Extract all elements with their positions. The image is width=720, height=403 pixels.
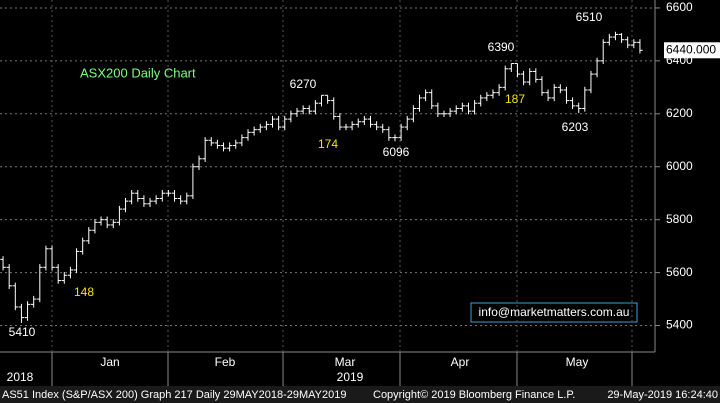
y-tick-label: 5600: [666, 265, 693, 279]
chart-title: ASX200 Daily Chart: [80, 65, 196, 80]
y-tick-label: 5400: [666, 318, 693, 332]
footer-bar: [0, 386, 720, 403]
x-tick-label: Mar: [335, 355, 356, 369]
last-price-box: [664, 42, 720, 59]
footer-text: AS51 Index (S&P/ASX 200) Graph 217 Daily…: [2, 389, 346, 401]
annotation: 6270: [290, 77, 317, 91]
annotation: 6390: [488, 40, 515, 54]
annotation: 6510: [576, 10, 603, 24]
x-tick-label: Jan: [100, 355, 119, 369]
year-label: 2018: [7, 370, 34, 384]
watermark-box: [470, 302, 638, 323]
annotation: 6203: [562, 120, 589, 134]
x-tick-label: May: [566, 355, 589, 369]
annotation: 148: [74, 285, 94, 299]
y-tick-label: 6000: [666, 159, 693, 173]
y-tick-label: 6600: [666, 0, 693, 14]
last-price-label: 6440.000: [666, 42, 716, 56]
annotation: 5410: [9, 325, 36, 339]
watermark: info@marketmatters.com.au: [479, 305, 630, 319]
footer-text: 29-May-2019 16:24:40: [607, 389, 718, 401]
annotation: 174: [318, 137, 338, 151]
annotation: 187: [505, 92, 525, 106]
footer-text: Copyright© 2019 Bloomberg Finance L.P.: [373, 389, 575, 401]
annotation: 6096: [383, 145, 410, 159]
x-tick-label: Apr: [451, 355, 470, 369]
x-tick-label: Feb: [215, 355, 236, 369]
y-tick-label: 5800: [666, 212, 693, 226]
year-label: 2019: [337, 370, 364, 384]
y-tick-label: 6200: [666, 106, 693, 120]
